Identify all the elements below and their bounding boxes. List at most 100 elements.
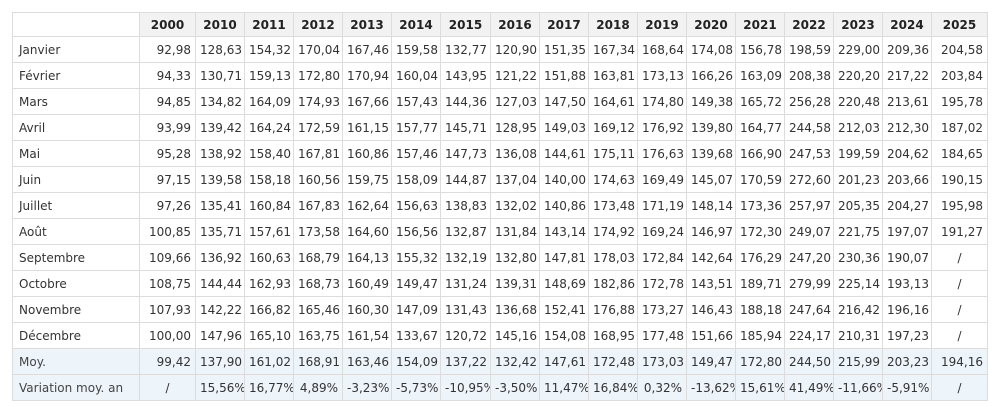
value-cell: 128,63 xyxy=(195,36,245,63)
value-cell: 136,08 xyxy=(490,140,540,167)
value-cell: -10,95% xyxy=(440,374,491,401)
value-cell: 197,23 xyxy=(882,322,932,349)
value-cell: 156,56 xyxy=(391,218,441,245)
value-cell: 204,62 xyxy=(882,140,932,167)
month-label: Août xyxy=(12,218,140,245)
value-cell: 159,75 xyxy=(342,166,392,193)
year-header: 2015 xyxy=(440,12,491,37)
month-label: Juin xyxy=(12,166,140,193)
value-cell: 169,24 xyxy=(637,218,687,245)
value-cell: 173,03 xyxy=(637,348,687,375)
value-cell: 163,46 xyxy=(342,348,392,375)
value-cell: 174,92 xyxy=(588,218,638,245)
value-cell: -3,23% xyxy=(342,374,392,401)
value-cell: 163,09 xyxy=(735,62,785,89)
value-cell: 164,61 xyxy=(588,88,638,115)
value-cell: 210,31 xyxy=(833,322,883,349)
value-cell: 147,96 xyxy=(195,322,245,349)
value-cell: 171,19 xyxy=(637,192,687,219)
value-cell: 215,99 xyxy=(833,348,883,375)
value-cell: 132,80 xyxy=(490,244,540,271)
value-cell: 131,84 xyxy=(490,218,540,245)
value-cell: 168,91 xyxy=(293,348,343,375)
value-cell: 203,23 xyxy=(882,348,932,375)
value-cell: 144,44 xyxy=(195,270,245,297)
value-cell: 201,23 xyxy=(833,166,883,193)
value-cell: -11,66% xyxy=(833,374,883,401)
value-cell: -5,91% xyxy=(882,374,932,401)
value-cell: 247,53 xyxy=(784,140,834,167)
value-cell: 205,35 xyxy=(833,192,883,219)
value-cell: 225,14 xyxy=(833,270,883,297)
value-cell: 193,13 xyxy=(882,270,932,297)
value-cell: 154,09 xyxy=(391,348,441,375)
value-cell: 100,85 xyxy=(139,218,196,245)
value-cell: 204,58 xyxy=(931,36,988,63)
value-cell: 279,99 xyxy=(784,270,834,297)
year-header: 2023 xyxy=(833,12,883,37)
value-cell: 168,79 xyxy=(293,244,343,271)
value-cell: 249,07 xyxy=(784,218,834,245)
value-cell: 149,47 xyxy=(686,348,736,375)
value-cell: 94,33 xyxy=(139,62,196,89)
month-label: Octobre xyxy=(12,270,140,297)
year-header: 2021 xyxy=(735,12,785,37)
value-cell: 140,86 xyxy=(539,192,589,219)
value-cell: 162,64 xyxy=(342,192,392,219)
value-cell: 172,48 xyxy=(588,348,638,375)
value-cell: 156,63 xyxy=(391,192,441,219)
value-cell: 155,32 xyxy=(391,244,441,271)
value-cell: 11,47% xyxy=(539,374,589,401)
year-header: 2016 xyxy=(490,12,540,37)
value-cell: 138,92 xyxy=(195,140,245,167)
value-cell: 247,20 xyxy=(784,244,834,271)
summary-label: Variation moy. an xyxy=(12,374,140,401)
value-cell: 147,50 xyxy=(539,88,589,115)
value-cell: / xyxy=(931,322,988,349)
value-cell: 162,93 xyxy=(244,270,294,297)
value-cell: 157,43 xyxy=(391,88,441,115)
year-header: 2010 xyxy=(195,12,245,37)
value-cell: 190,15 xyxy=(931,166,988,193)
value-cell: 137,04 xyxy=(490,166,540,193)
table-row: Décembre 100,00 147,96 165,10 163,75 161,54 13… xyxy=(12,322,988,349)
value-cell: 139,31 xyxy=(490,270,540,297)
table-row: Avril 93,99 139,42 164,24 172,59 161,15 157,77… xyxy=(12,114,988,141)
value-cell: -3,50% xyxy=(490,374,540,401)
value-cell: 137,90 xyxy=(195,348,245,375)
value-cell: 184,65 xyxy=(931,140,988,167)
year-header: 2018 xyxy=(588,12,638,37)
year-header: 2012 xyxy=(293,12,343,37)
value-cell: 170,59 xyxy=(735,166,785,193)
value-cell: 142,22 xyxy=(195,296,245,323)
value-cell: 134,82 xyxy=(195,88,245,115)
value-cell: / xyxy=(931,244,988,271)
value-cell: 199,59 xyxy=(833,140,883,167)
value-cell: 120,90 xyxy=(490,36,540,63)
value-cell: 195,98 xyxy=(931,192,988,219)
header-corner-cell xyxy=(12,12,140,37)
value-cell: 160,49 xyxy=(342,270,392,297)
month-label: Juillet xyxy=(12,192,140,219)
value-cell: 139,80 xyxy=(686,114,736,141)
value-cell: 204,27 xyxy=(882,192,932,219)
value-cell: 167,46 xyxy=(342,36,392,63)
table-row: Janvier 92,98 128,63 154,32 170,04 167,46 159,… xyxy=(12,36,988,63)
value-cell: 190,07 xyxy=(882,244,932,271)
value-cell: 146,97 xyxy=(686,218,736,245)
value-cell: 187,02 xyxy=(931,114,988,141)
value-cell: 172,84 xyxy=(637,244,687,271)
value-cell: 136,92 xyxy=(195,244,245,271)
value-cell: 121,22 xyxy=(490,62,540,89)
value-cell: 144,87 xyxy=(440,166,491,193)
year-header: 2025 xyxy=(931,12,988,37)
value-cell: 160,84 xyxy=(244,192,294,219)
table-row: Juin 97,15 139,58 158,18 160,56 159,75 158,09 1… xyxy=(12,166,988,193)
value-cell: 16,84% xyxy=(588,374,638,401)
value-cell: 176,29 xyxy=(735,244,785,271)
value-cell: 108,75 xyxy=(139,270,196,297)
summary-row: Moy. 99,42 137,90 161,02 168,91 163,46 154,09 1… xyxy=(12,348,988,375)
value-cell: 145,16 xyxy=(490,322,540,349)
value-cell: 172,80 xyxy=(735,348,785,375)
value-cell: 128,95 xyxy=(490,114,540,141)
